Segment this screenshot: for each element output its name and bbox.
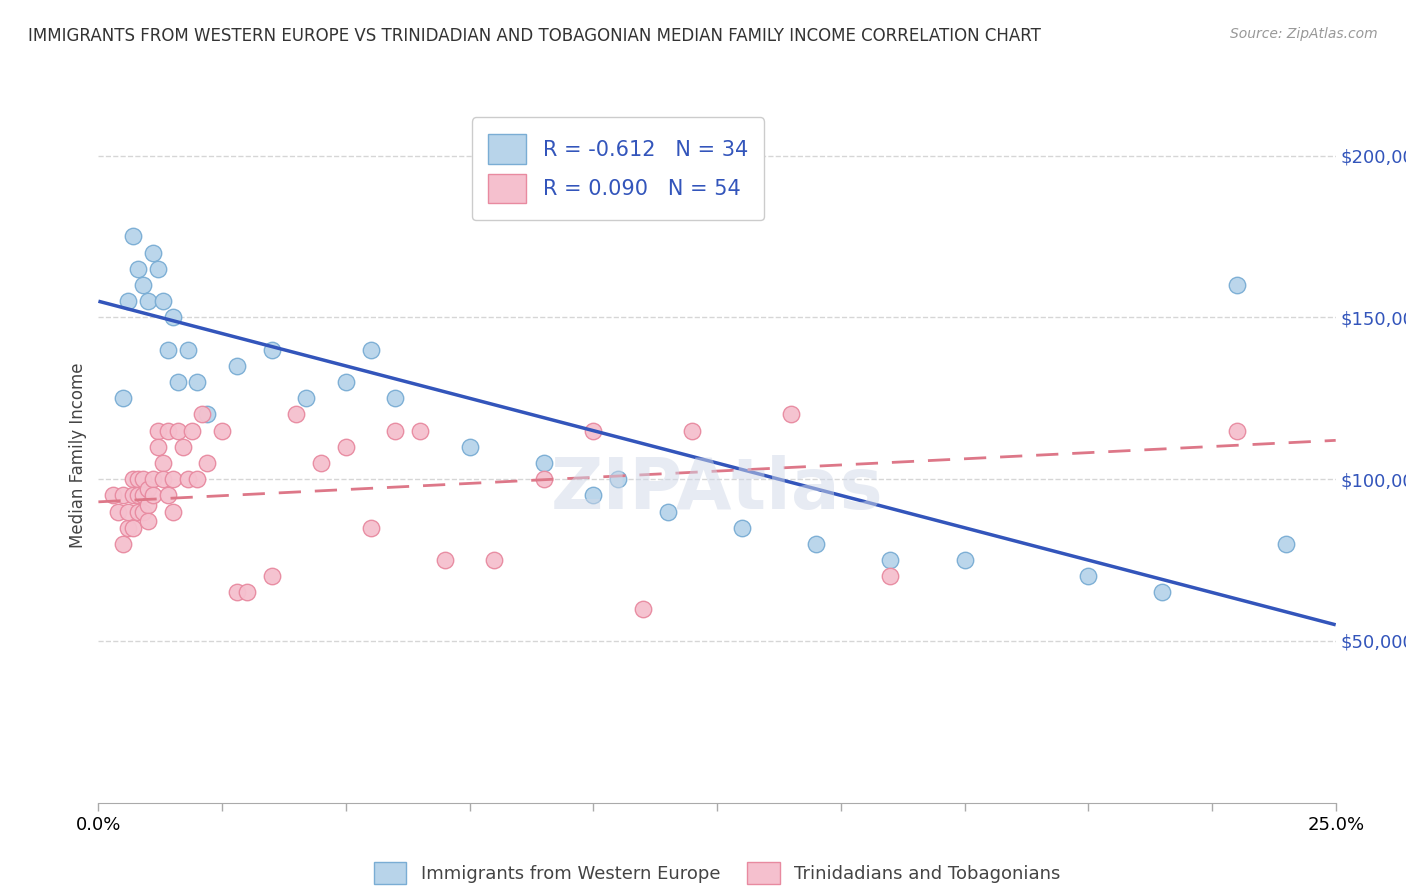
- Point: [953, 553, 976, 567]
- Point: [409, 424, 432, 438]
- Point: [156, 343, 179, 357]
- Point: [132, 472, 155, 486]
- Point: [176, 343, 198, 357]
- Point: [162, 310, 184, 325]
- Legend: Immigrants from Western Europe, Trinidadians and Tobagonians: Immigrants from Western Europe, Trinidad…: [367, 855, 1067, 891]
- Point: [533, 472, 555, 486]
- Point: [582, 488, 605, 502]
- Point: [166, 424, 188, 438]
- Point: [285, 408, 308, 422]
- Point: [112, 537, 135, 551]
- Point: [127, 488, 149, 502]
- Point: [1226, 424, 1249, 438]
- Point: [152, 472, 174, 486]
- Point: [260, 343, 283, 357]
- Point: [122, 488, 145, 502]
- Point: [107, 504, 129, 518]
- Point: [122, 229, 145, 244]
- Text: ZIPAtlas: ZIPAtlas: [551, 455, 883, 524]
- Point: [142, 488, 165, 502]
- Point: [236, 585, 259, 599]
- Point: [780, 408, 803, 422]
- Point: [156, 424, 179, 438]
- Point: [631, 601, 654, 615]
- Point: [226, 585, 249, 599]
- Point: [879, 569, 901, 583]
- Y-axis label: Median Family Income: Median Family Income: [69, 362, 87, 548]
- Point: [156, 488, 179, 502]
- Point: [127, 472, 149, 486]
- Point: [127, 261, 149, 276]
- Point: [117, 504, 139, 518]
- Point: [360, 521, 382, 535]
- Point: [176, 472, 198, 486]
- Point: [804, 537, 827, 551]
- Point: [132, 278, 155, 293]
- Point: [186, 472, 208, 486]
- Point: [681, 424, 703, 438]
- Point: [136, 294, 159, 309]
- Point: [122, 472, 145, 486]
- Point: [117, 294, 139, 309]
- Point: [112, 488, 135, 502]
- Point: [136, 498, 159, 512]
- Point: [1152, 585, 1174, 599]
- Point: [607, 472, 630, 486]
- Point: [142, 472, 165, 486]
- Point: [132, 504, 155, 518]
- Point: [103, 488, 125, 502]
- Point: [384, 424, 406, 438]
- Point: [295, 392, 318, 406]
- Text: IMMIGRANTS FROM WESTERN EUROPE VS TRINIDADIAN AND TOBAGONIAN MEDIAN FAMILY INCOM: IMMIGRANTS FROM WESTERN EUROPE VS TRINID…: [28, 27, 1040, 45]
- Point: [484, 553, 506, 567]
- Point: [122, 521, 145, 535]
- Point: [132, 488, 155, 502]
- Point: [136, 482, 159, 496]
- Point: [533, 456, 555, 470]
- Point: [1077, 569, 1099, 583]
- Point: [191, 408, 214, 422]
- Point: [152, 456, 174, 470]
- Point: [226, 359, 249, 373]
- Point: [458, 440, 481, 454]
- Point: [186, 375, 208, 389]
- Point: [181, 424, 204, 438]
- Point: [731, 521, 754, 535]
- Point: [335, 440, 357, 454]
- Point: [879, 553, 901, 567]
- Point: [335, 375, 357, 389]
- Point: [146, 440, 169, 454]
- Point: [172, 440, 194, 454]
- Point: [1226, 278, 1249, 293]
- Point: [582, 424, 605, 438]
- Point: [152, 294, 174, 309]
- Point: [195, 408, 218, 422]
- Point: [433, 553, 456, 567]
- Point: [360, 343, 382, 357]
- Point: [146, 424, 169, 438]
- Point: [112, 392, 135, 406]
- Point: [195, 456, 218, 470]
- Point: [146, 261, 169, 276]
- Point: [260, 569, 283, 583]
- Point: [162, 504, 184, 518]
- Point: [117, 521, 139, 535]
- Point: [142, 245, 165, 260]
- Point: [309, 456, 332, 470]
- Text: Source: ZipAtlas.com: Source: ZipAtlas.com: [1230, 27, 1378, 41]
- Point: [127, 504, 149, 518]
- Point: [162, 472, 184, 486]
- Point: [211, 424, 233, 438]
- Point: [166, 375, 188, 389]
- Point: [657, 504, 679, 518]
- Point: [1275, 537, 1298, 551]
- Point: [136, 514, 159, 528]
- Point: [384, 392, 406, 406]
